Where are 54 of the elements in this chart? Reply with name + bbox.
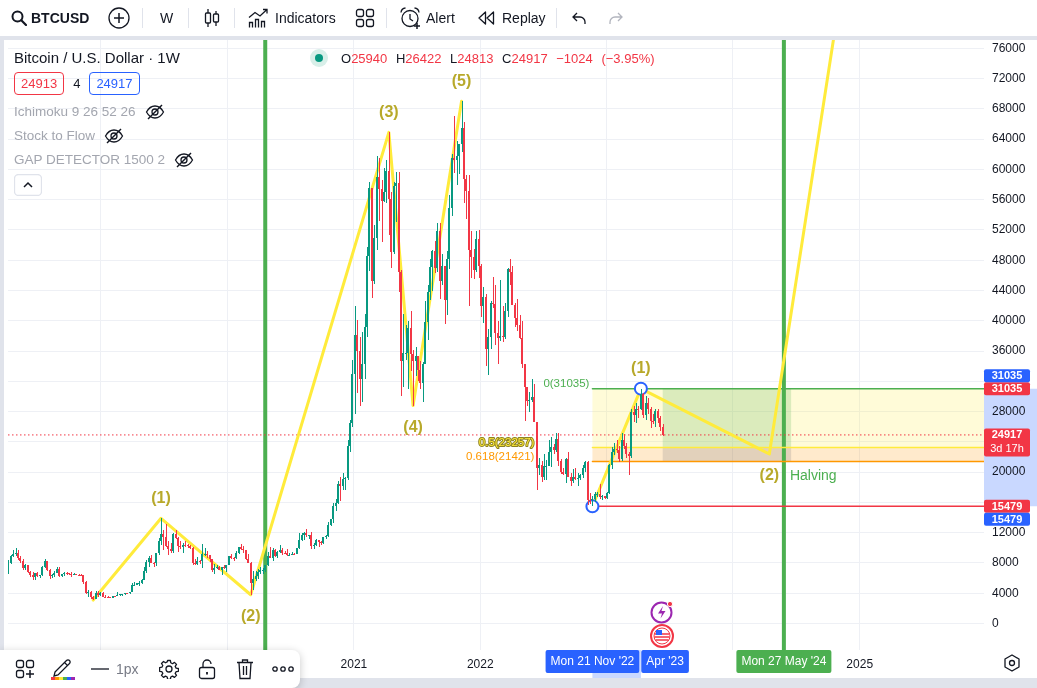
- y-tick-label: 28000: [992, 403, 1026, 418]
- annotation: (2): [240, 607, 261, 625]
- y-tick-label: 12000: [992, 525, 1026, 539]
- text: W: [160, 9, 174, 27]
- text: Bitcoin / U.S. Dollar · 1W: [14, 48, 180, 68]
- annotation: O25940 H26422 L24813 C24917 −1024 (−3.95%): [341, 50, 655, 68]
- annotation: 4: [73, 74, 81, 93]
- y-tick-label: 44000: [992, 282, 1026, 297]
- text: 0.5(23257): [478, 435, 535, 448]
- text: Apr '23: [646, 654, 685, 669]
- y-tick-label: 52000: [992, 222, 1026, 237]
- y-tick-label: 4000: [992, 585, 1020, 600]
- drawing-toolbar: 1px: [0, 650, 300, 688]
- text: 31035: [991, 382, 1023, 395]
- annotation: (5): [451, 71, 472, 89]
- annotation: Ichimoku 9 26 52 26: [14, 103, 136, 121]
- text: BTCUSD: [31, 9, 90, 27]
- y-tick-label: 8000: [992, 555, 1020, 570]
- price-box: 24917: [89, 72, 140, 95]
- annotation: (3): [379, 102, 399, 120]
- x-tick-label: 2022: [466, 656, 494, 671]
- annotation: Halving: [789, 467, 837, 484]
- price-box: 24913: [14, 72, 65, 95]
- y-tick-label: 76000: [992, 40, 1026, 55]
- y-tick-label: 60000: [992, 161, 1026, 176]
- x-tick-label: 2025: [846, 656, 874, 671]
- ref-line-label: 24917: [991, 428, 1023, 441]
- text: 0.618(21421): [466, 449, 535, 462]
- y-tick-label: 48000: [992, 252, 1026, 267]
- annotation: (2): [759, 466, 780, 484]
- y-tick-label: 36000: [992, 343, 1026, 358]
- text: Alert: [426, 9, 455, 27]
- y-tick-label: 40000: [992, 313, 1026, 328]
- annotation: (4): [403, 417, 423, 435]
- y-tick-label: 0: [992, 615, 999, 630]
- y-tick-label: 72000: [992, 70, 1026, 85]
- text: Replay: [502, 9, 546, 27]
- text: Mon 21 Nov '22: [550, 654, 635, 669]
- y-tick-label: 68000: [992, 101, 1026, 116]
- annotation: (1): [151, 488, 171, 506]
- text: 31035: [991, 369, 1023, 382]
- text: 15479: [991, 499, 1023, 512]
- text: 3d 17h: [990, 441, 1024, 454]
- y-tick-label: 56000: [992, 192, 1026, 206]
- text: Indicators: [275, 9, 336, 27]
- text: 15479: [991, 512, 1023, 525]
- y-tick-label: 20000: [992, 464, 1026, 479]
- series-label: 0(31035): [543, 376, 590, 389]
- ref-line-label: Mon 27 May '24: [741, 654, 827, 669]
- annotation: GAP DETECTOR 1500 2: [14, 151, 166, 169]
- x-tick-label: 2021: [340, 656, 368, 671]
- annotation: Stock to Flow: [14, 127, 96, 145]
- y-tick-label: 64000: [992, 131, 1026, 146]
- annotation: (1): [631, 359, 651, 377]
